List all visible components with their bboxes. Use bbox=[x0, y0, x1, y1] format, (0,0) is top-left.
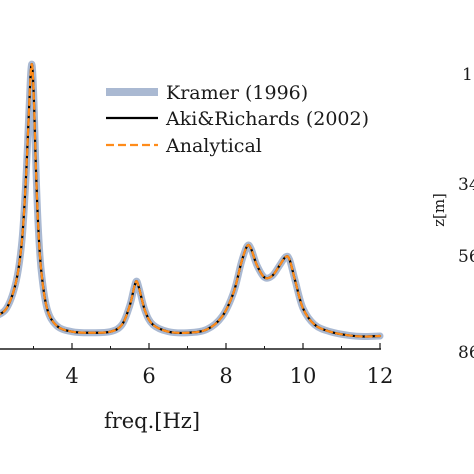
legend-label-aki-richards: Aki&Richards (2002) bbox=[165, 108, 369, 130]
right-y-tick-4: 86 bbox=[458, 343, 474, 363]
legend-label-kramer: Kramer (1996) bbox=[166, 82, 308, 104]
right-panel: 1 34 56 86 z[m] bbox=[430, 65, 474, 363]
right-y-tick-1: 1 bbox=[462, 65, 473, 85]
x-tick-label-4: 4 bbox=[65, 364, 78, 388]
series-line-kramer-1996 bbox=[0, 60, 384, 341]
x-tick-label-12: 12 bbox=[367, 364, 394, 388]
x-tick-labels: 2 4 6 8 10 12 bbox=[0, 364, 393, 388]
x-tick-label-6: 6 bbox=[142, 364, 155, 388]
x-tick-label-10: 10 bbox=[290, 364, 317, 388]
x-axis-label: freq.[Hz] bbox=[104, 409, 200, 433]
right-y-tick-3: 56 bbox=[458, 247, 474, 267]
series-line-aki-richards-2002 bbox=[0, 63, 382, 338]
series-layer bbox=[0, 60, 384, 341]
x-ticks bbox=[33, 343, 381, 349]
x-tick-label-8: 8 bbox=[219, 364, 232, 388]
right-y-axis-label: z[m] bbox=[430, 193, 448, 227]
legend: Kramer (1996) Aki&Richards (2002) Analyt… bbox=[106, 82, 369, 157]
x-tick-label-2: 2 bbox=[0, 364, 2, 388]
right-y-tick-2: 34 bbox=[458, 175, 474, 195]
legend-label-analytical: Analytical bbox=[165, 135, 262, 157]
series-line-analytical bbox=[0, 63, 382, 338]
